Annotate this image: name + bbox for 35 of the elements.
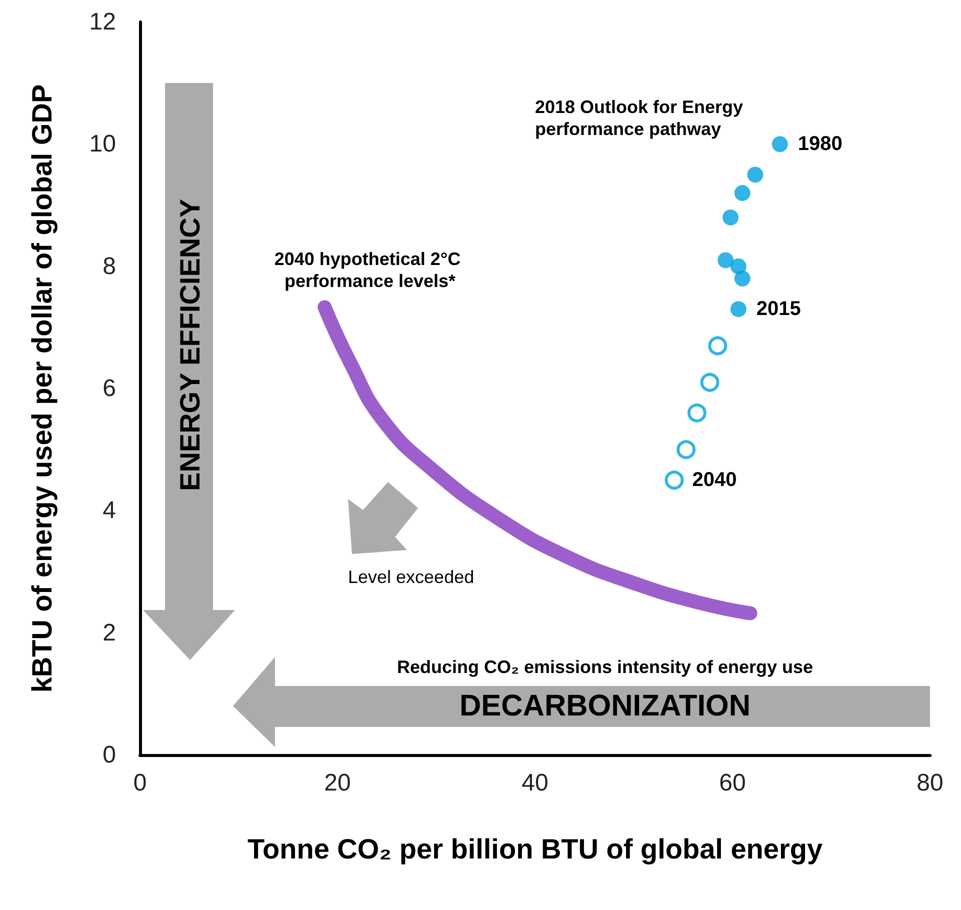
annotation: ENERGY EFFICIENCY — [174, 198, 206, 491]
y-axis-title: kBTU of energy used per dollar of global GDP — [26, 84, 58, 693]
annotation: 1980 — [798, 133, 842, 156]
annotation: 2015 — [756, 298, 801, 320]
point — [664, 470, 684, 490]
annotation: 2040 — [692, 469, 737, 492]
x-tick-label: 20 — [324, 770, 351, 796]
point — [730, 301, 746, 318]
x-axis-title: Tonne CO₂ per billion BTU of global energy — [247, 834, 823, 864]
y-tick-label: 6 — [102, 375, 116, 402]
point — [734, 270, 750, 287]
point — [772, 136, 788, 152]
x-tick-label: 60 — [719, 770, 746, 796]
annotation: 2018 Outlook for Energy performance pathway — [535, 97, 748, 139]
annotation: 2040 hypothetical 2°C performance levels* — [274, 249, 466, 291]
point — [676, 440, 696, 460]
point — [747, 166, 764, 183]
annotation: Reducing CO₂ emissions intensity of energy use — [396, 657, 814, 677]
x-tick-label: 0 — [133, 770, 147, 796]
point — [708, 336, 728, 356]
point — [722, 209, 739, 226]
point — [687, 403, 706, 422]
y-tick-label: 2 — [102, 619, 116, 646]
y-tick-label: 12 — [89, 8, 116, 36]
x-tick-label: 80 — [916, 770, 944, 796]
annotation: DECARBONIZATION — [459, 690, 751, 722]
x-tick-label: 40 — [522, 770, 548, 796]
point — [718, 252, 734, 268]
point — [734, 185, 750, 202]
y-tick-label: 8 — [102, 252, 116, 280]
y-tick-label: 0 — [102, 742, 116, 768]
annotation: Level exceeded — [348, 567, 474, 587]
y-tick-label: 4 — [102, 497, 116, 524]
y-tick-label: 10 — [89, 130, 116, 158]
point — [700, 372, 720, 392]
